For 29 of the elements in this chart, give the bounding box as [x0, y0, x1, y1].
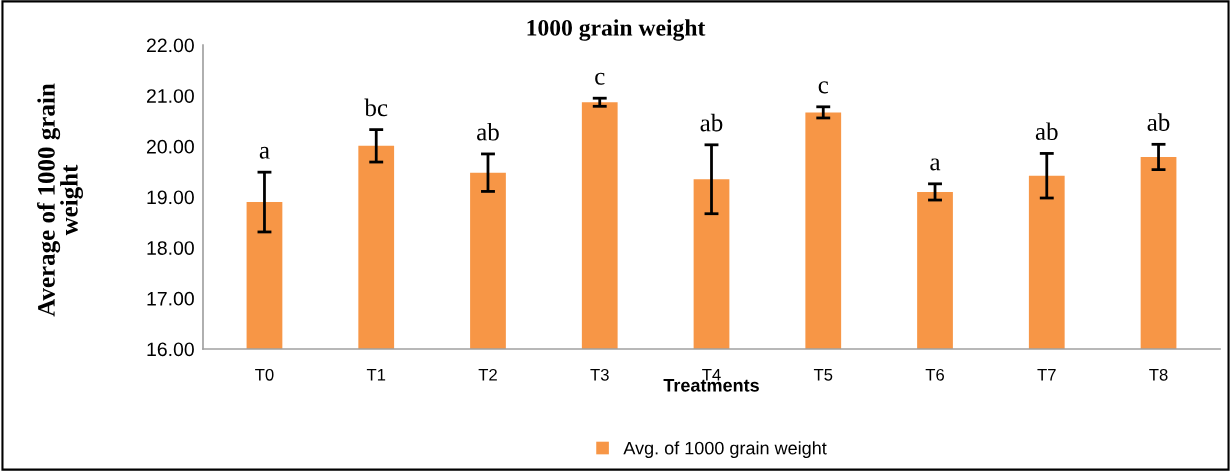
- x-tick-label: T1: [366, 369, 386, 381]
- y-tick-label: 21.00: [146, 89, 194, 103]
- x-tick-label: T2: [478, 368, 497, 381]
- annotation: ab: [700, 113, 723, 132]
- chart-title: 1000 grain weight: [527, 19, 706, 41]
- annotation: ab: [1147, 113, 1170, 131]
- y-tick-label: 17.00: [147, 291, 194, 306]
- annotation: a: [930, 158, 941, 171]
- y-tick-label: 20.00: [146, 139, 194, 154]
- y-tick-label: 22.00: [146, 38, 194, 53]
- x-tick-label: T0: [255, 368, 274, 381]
- annotation: ab: [477, 122, 499, 141]
- x-tick-label: T5: [813, 369, 833, 381]
- y-axis-title: Average of 1000 grain weight: [37, 83, 83, 317]
- annotation: ab: [1035, 122, 1058, 141]
- x-tick-label: T3: [590, 368, 609, 381]
- legend-label: Avg. of 1000 grain weight: [623, 441, 827, 459]
- x-axis-title: Treatments: [663, 379, 759, 392]
- annotation: bc: [364, 98, 388, 117]
- y-tick-label: 19.00: [147, 190, 194, 205]
- y-tick-label: 18.00: [147, 241, 194, 255]
- x-tick-label: T4: [702, 369, 721, 381]
- x-tick-label: T8: [1149, 368, 1168, 381]
- x-tick-label: T6: [925, 368, 945, 381]
- annotation: a: [259, 146, 270, 159]
- annotation: c: [595, 72, 605, 85]
- x-tick-label: T7: [1037, 369, 1056, 381]
- y-tick-label: 16.00: [147, 342, 194, 357]
- annotation: c: [818, 81, 829, 94]
